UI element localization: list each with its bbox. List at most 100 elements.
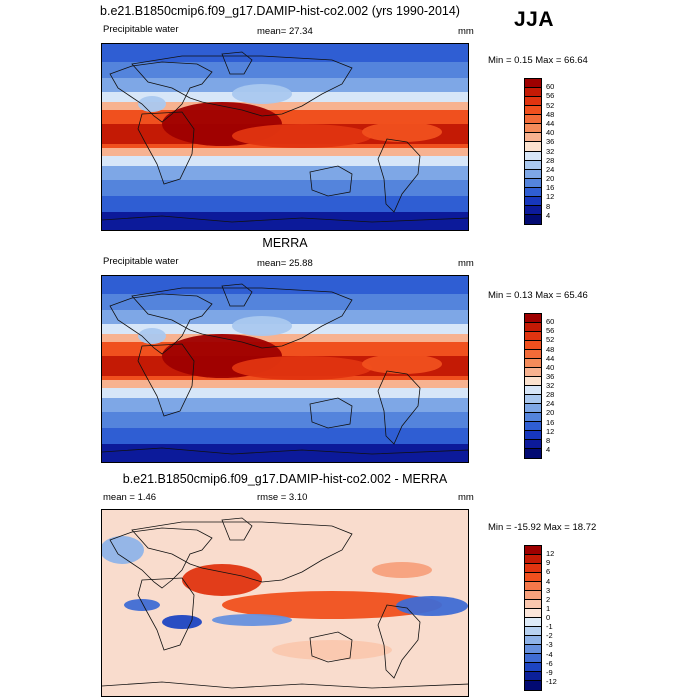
field-blob [362,122,442,142]
colorbar-swatch [525,350,541,359]
colorbar-tick-label: 12 [546,192,555,202]
coastline [137,343,195,417]
coastline [109,527,213,589]
coastline [309,165,353,197]
panel-model-variable-label: Precipitable water [103,24,179,35]
colorbar-tick-label: 28 [546,155,555,165]
colorbar-tick-label: -4 [546,649,553,659]
colorbar-tick-label: 56 [546,326,555,336]
panel-obs-colorbar [524,313,542,459]
map-field [102,44,468,230]
colorbar-swatch [525,546,541,555]
panel-diff-heading: b.e21.B1850cmip6.f09_g17.DAMIP-hist-co2.… [122,472,448,486]
colorbar-tick-label: -1 [546,622,553,632]
colorbar-swatch [525,178,541,188]
field-blob [272,640,392,660]
field-band [102,156,468,168]
colorbar-tick-label: 20 [546,408,555,418]
colorbar-swatch [525,341,541,350]
colorbar-tick-label: 28 [546,390,555,400]
colorbar-swatch [525,214,541,224]
field-band [102,380,468,390]
map-field [102,276,468,462]
colorbar-swatch [525,88,541,98]
panel-model-map [101,43,469,231]
panel-obs-units-label: mm [458,258,474,269]
colorbar-tick-label: 6 [546,567,551,577]
colorbar-tick-label: 12 [546,549,555,559]
coastline [309,631,353,663]
colorbar-tick-label: 8 [546,435,551,445]
field-band [102,44,468,64]
colorbar-swatch [525,124,541,134]
panel-model-minmax-label: Min = 0.15 Max = 66.64 [488,55,588,66]
colorbar-swatch [525,591,541,600]
colorbar-tick-label: -2 [546,631,553,641]
colorbar-tick-label: 3 [546,585,551,595]
colorbar-tick-label: 40 [546,128,555,138]
colorbar-swatch [525,645,541,654]
season-label: JJA [514,8,555,31]
panel-obs-heading: MERRA [262,236,308,250]
coastline [221,51,253,75]
colorbar-swatch [525,332,541,341]
colorbar-tick-label: -9 [546,667,553,677]
coastline [109,61,213,123]
colorbar-swatch [525,196,541,206]
colorbar-swatch [525,681,541,690]
field-blob [138,328,166,344]
coastline [377,370,421,445]
colorbar-swatch [525,431,541,440]
colorbar-swatch [525,142,541,152]
panel-model-colorbar [524,78,542,225]
colorbar-tick-label: 48 [546,109,555,119]
colorbar-tick-label: 1 [546,603,551,613]
colorbar-swatch [525,97,541,107]
colorbar-tick-label: 32 [546,381,555,390]
colorbar-tick-label: 9 [546,558,551,568]
colorbar-swatch [525,323,541,332]
colorbar-swatch [525,600,541,609]
field-band [102,428,468,446]
field-blob [232,84,292,104]
colorbar-swatch [525,368,541,377]
colorbar-tick-label: 4 [546,210,551,220]
colorbar-tick-label: 8 [546,201,551,211]
colorbar-tick-label: 52 [546,100,555,110]
colorbar-tick-label: 32 [546,146,555,156]
colorbar-swatch [525,609,541,618]
colorbar-tick-label: 60 [546,317,555,327]
field-band [102,166,468,182]
colorbar-tick-label: 36 [546,371,555,381]
colorbar-tick-label: 0 [546,613,551,622]
field-band [102,412,468,430]
field-band [102,310,468,328]
colorbar-swatch [525,314,541,323]
field-blob [212,614,292,626]
panel-diff-units-label: mm [458,492,474,503]
panel-obs-mean-label: mean= 25.88 [257,258,313,269]
coastline [131,521,353,583]
colorbar-swatch [525,359,541,368]
field-band [102,444,468,462]
colorbar-tick-label: 52 [546,335,555,345]
colorbar-swatch [525,79,541,89]
colorbar-swatch [525,582,541,591]
panel-obs-variable-label: Precipitable water [103,256,179,267]
colorbar-tick-label: 36 [546,137,555,147]
colorbar-tick-label: 4 [546,576,551,586]
field-blob [362,354,442,374]
main-title: b.e21.B1850cmip6.f09_g17.DAMIP-hist-co2.… [100,4,460,18]
colorbar-tick-label: 40 [546,362,555,372]
colorbar-tick-label: -12 [546,676,557,686]
field-band [102,180,468,198]
colorbar-tick-label: 56 [546,91,555,101]
coastline [221,283,253,307]
colorbar-swatch [525,133,541,143]
colorbar-tick-label: 60 [546,82,555,92]
colorbar-swatch [525,672,541,681]
coastline [309,397,353,429]
colorbar-tick-label: 24 [546,399,555,409]
colorbar-swatch [525,555,541,564]
panel-diff-rmse-label: rmse = 3.10 [257,492,308,503]
